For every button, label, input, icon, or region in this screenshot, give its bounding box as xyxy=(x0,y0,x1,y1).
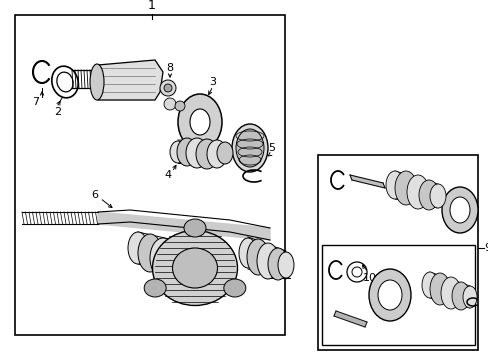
Ellipse shape xyxy=(231,124,267,172)
Ellipse shape xyxy=(449,197,469,223)
Ellipse shape xyxy=(441,187,477,233)
Ellipse shape xyxy=(421,272,437,298)
Text: 7: 7 xyxy=(32,97,40,107)
Text: 3: 3 xyxy=(209,77,216,87)
Ellipse shape xyxy=(185,138,207,168)
Text: 10: 10 xyxy=(362,273,376,283)
Ellipse shape xyxy=(170,141,185,163)
Circle shape xyxy=(163,98,176,110)
Ellipse shape xyxy=(217,142,232,164)
Ellipse shape xyxy=(128,232,148,264)
Polygon shape xyxy=(96,60,163,100)
Ellipse shape xyxy=(177,243,197,275)
Polygon shape xyxy=(349,175,384,188)
Ellipse shape xyxy=(150,238,176,278)
Polygon shape xyxy=(98,212,269,240)
Ellipse shape xyxy=(239,238,257,268)
Ellipse shape xyxy=(368,269,410,321)
Bar xyxy=(321,245,474,345)
Text: 8: 8 xyxy=(166,63,173,73)
Ellipse shape xyxy=(236,129,264,167)
Ellipse shape xyxy=(152,230,237,306)
Ellipse shape xyxy=(196,139,218,169)
Circle shape xyxy=(163,84,172,92)
Ellipse shape xyxy=(385,171,403,199)
Ellipse shape xyxy=(246,239,268,275)
Text: 2: 2 xyxy=(54,107,61,117)
Ellipse shape xyxy=(451,282,469,310)
Ellipse shape xyxy=(440,277,460,309)
Ellipse shape xyxy=(206,140,226,168)
Polygon shape xyxy=(333,311,366,327)
Ellipse shape xyxy=(172,248,217,288)
Ellipse shape xyxy=(394,171,416,205)
Bar xyxy=(15,15,285,335)
Circle shape xyxy=(160,80,176,96)
Ellipse shape xyxy=(462,286,476,308)
Text: 9: 9 xyxy=(483,243,488,253)
Ellipse shape xyxy=(257,243,279,279)
Ellipse shape xyxy=(267,248,287,280)
Text: 6: 6 xyxy=(91,190,98,200)
Ellipse shape xyxy=(224,279,245,297)
Text: 1: 1 xyxy=(148,0,156,12)
Ellipse shape xyxy=(278,252,293,278)
Ellipse shape xyxy=(377,280,401,310)
Ellipse shape xyxy=(418,180,438,210)
Text: 4: 4 xyxy=(164,170,171,180)
Ellipse shape xyxy=(163,241,186,279)
Ellipse shape xyxy=(429,184,445,208)
Ellipse shape xyxy=(190,109,209,135)
Ellipse shape xyxy=(429,273,449,305)
Ellipse shape xyxy=(183,219,205,237)
Circle shape xyxy=(175,101,184,111)
Ellipse shape xyxy=(178,94,222,150)
Ellipse shape xyxy=(138,234,162,272)
Ellipse shape xyxy=(144,279,166,297)
Ellipse shape xyxy=(177,138,197,166)
Ellipse shape xyxy=(90,64,104,100)
Bar xyxy=(317,155,477,350)
Ellipse shape xyxy=(406,175,428,209)
Text: 5: 5 xyxy=(268,143,275,153)
